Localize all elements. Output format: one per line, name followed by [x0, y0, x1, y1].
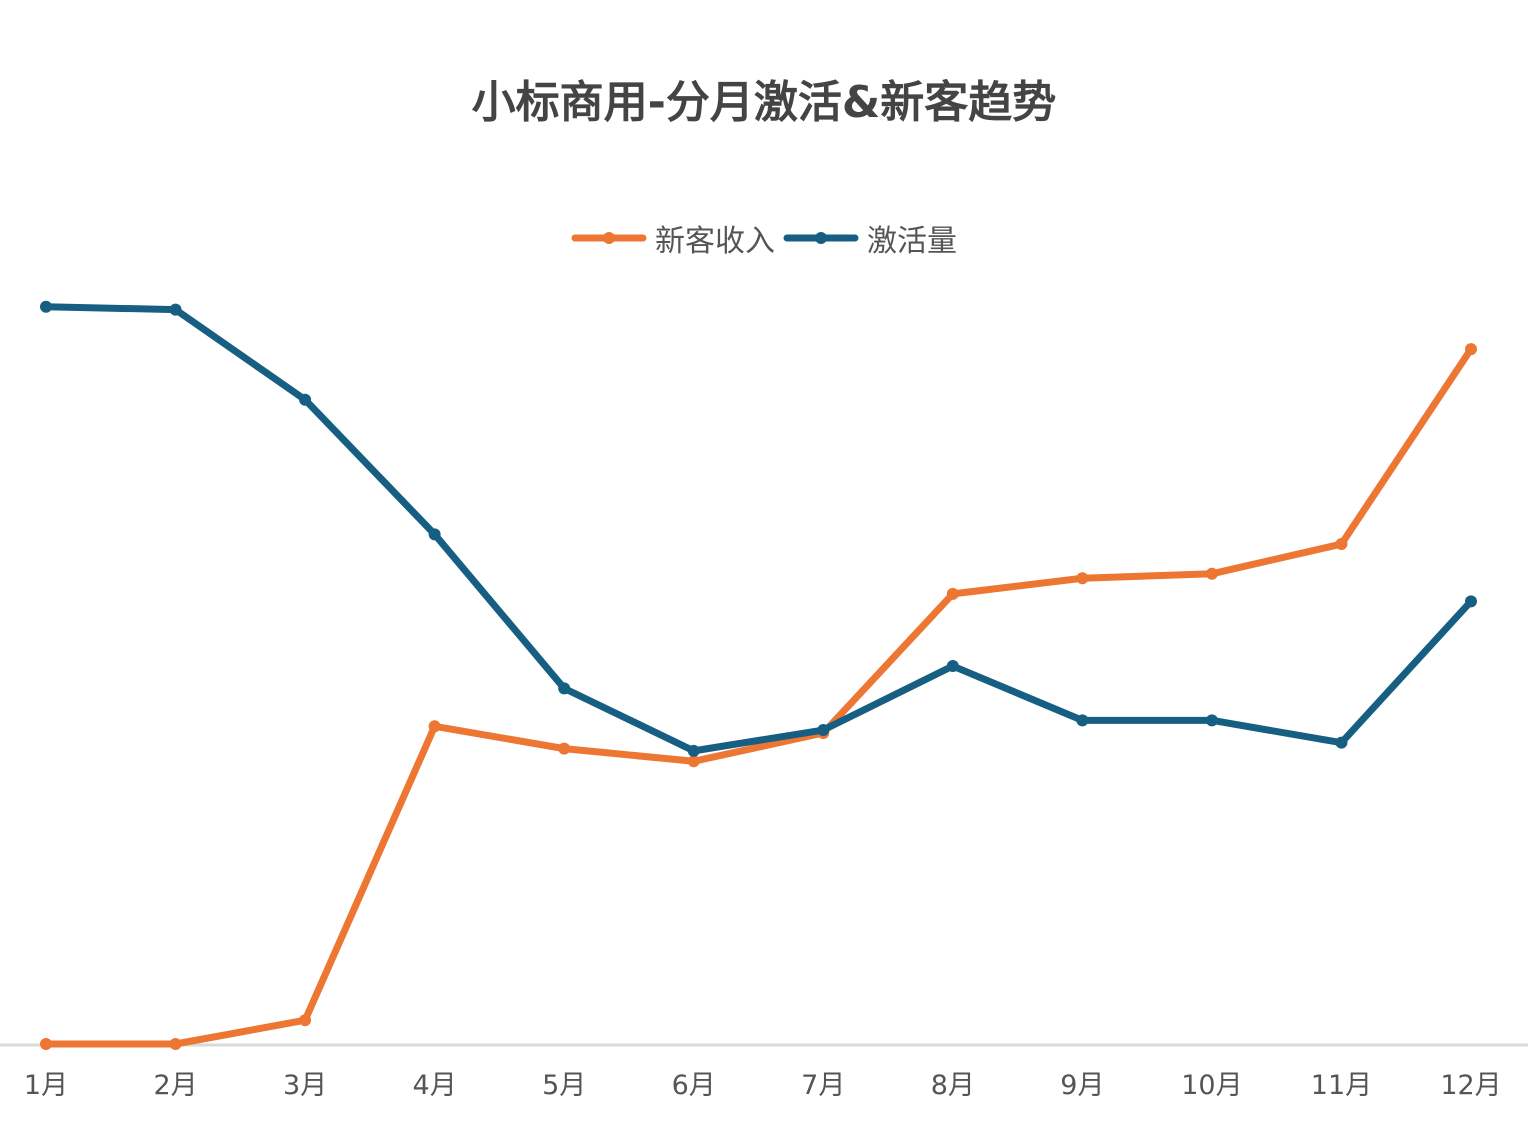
- data-point[interactable]: [687, 755, 700, 768]
- data-point[interactable]: [428, 720, 441, 733]
- legend-item-activation-volume[interactable]: 激活量: [783, 216, 957, 260]
- data-point[interactable]: [40, 1038, 52, 1050]
- x-tick-label: 2月: [153, 1070, 197, 1101]
- series-layer: [40, 300, 1477, 1050]
- data-point[interactable]: [687, 744, 700, 757]
- data-point[interactable]: [299, 393, 312, 406]
- x-tick-label: 5月: [542, 1070, 586, 1101]
- data-point[interactable]: [1465, 595, 1477, 608]
- x-tick-label: 7月: [801, 1070, 845, 1101]
- chart-title: 小标商用-分月激活&新客趋势: [471, 77, 1057, 128]
- data-point[interactable]: [558, 682, 571, 695]
- legend-line-icon-blue: [783, 232, 859, 244]
- data-point[interactable]: [1076, 572, 1089, 585]
- data-point[interactable]: [1205, 567, 1218, 580]
- data-point[interactable]: [558, 742, 571, 755]
- x-tick-label: 4月: [413, 1070, 457, 1101]
- x-tick-label: 8月: [931, 1070, 975, 1101]
- series-line: [42, 303, 1475, 755]
- series-activation-volume: [40, 300, 1477, 757]
- data-point[interactable]: [1465, 343, 1477, 356]
- data-point[interactable]: [1335, 538, 1348, 551]
- data-point[interactable]: [40, 300, 52, 313]
- x-tick-label: 10月: [1181, 1070, 1242, 1101]
- series-line: [42, 345, 1475, 1048]
- x-tick-label: 3月: [283, 1070, 327, 1101]
- x-tick-label: 1月: [24, 1070, 68, 1101]
- chart-legend: 新客收入 激活量: [0, 216, 1528, 260]
- legend-line-icon-orange: [571, 232, 647, 244]
- x-tick-label: 6月: [672, 1070, 716, 1101]
- series-new-customer-revenue: [40, 343, 1477, 1050]
- data-point[interactable]: [946, 587, 959, 600]
- data-point[interactable]: [428, 528, 441, 541]
- legend-item-new-customer-revenue[interactable]: 新客收入: [571, 216, 775, 260]
- x-tick-label: 11月: [1311, 1070, 1372, 1101]
- x-axis-labels: 1月 2月 3月 4月 5月 6月 7月 8月 9月 10月 11月 12月: [24, 1070, 1502, 1101]
- data-point[interactable]: [1335, 736, 1348, 749]
- data-point[interactable]: [1205, 714, 1218, 727]
- data-point[interactable]: [169, 303, 182, 316]
- legend-label: 新客收入: [655, 224, 775, 259]
- x-tick-label: 9月: [1060, 1070, 1104, 1101]
- x-tick-label: 12月: [1440, 1070, 1501, 1101]
- data-point[interactable]: [1076, 714, 1089, 727]
- data-point[interactable]: [817, 724, 830, 737]
- legend-label: 激活量: [867, 224, 957, 259]
- data-point[interactable]: [169, 1038, 182, 1050]
- data-point[interactable]: [299, 1014, 312, 1027]
- data-point[interactable]: [946, 660, 959, 673]
